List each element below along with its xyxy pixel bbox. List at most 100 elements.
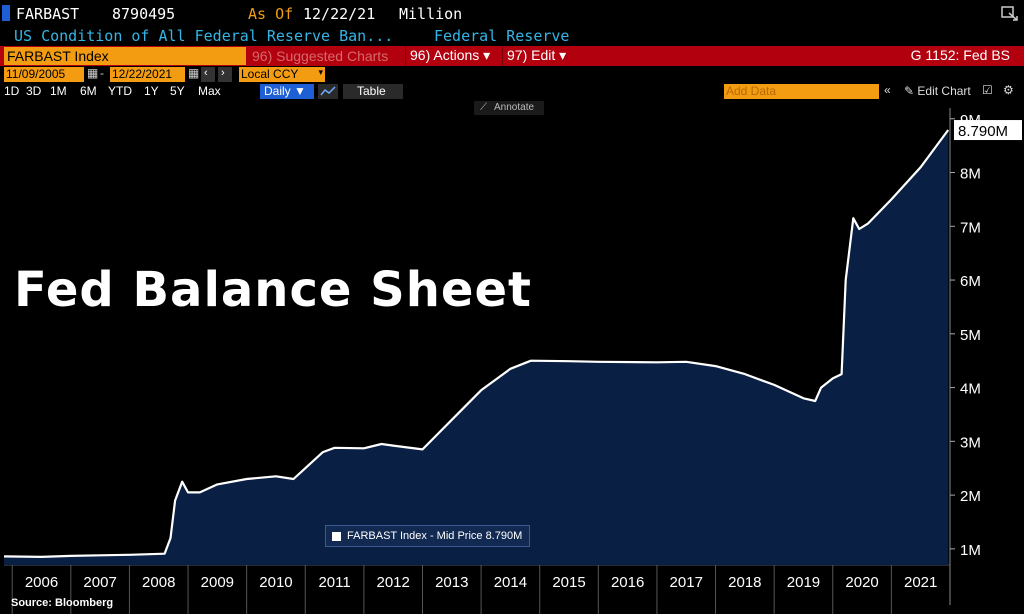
x-tick-label: 2011 xyxy=(318,574,350,591)
calendar-icon-2[interactable]: ▦ xyxy=(188,66,200,80)
x-tick-label: 2007 xyxy=(83,574,116,591)
security-field[interactable]: FARBAST Index xyxy=(4,47,246,65)
next-range-button[interactable]: › xyxy=(218,67,232,82)
period-button-1d[interactable]: 1D xyxy=(4,84,20,98)
chevron-right-icon: › xyxy=(221,67,225,79)
last-value-tag: 8.790M xyxy=(954,120,1022,141)
frequency-text: Daily ▼ xyxy=(264,84,306,98)
calendar-icon[interactable]: ▦ xyxy=(87,66,99,80)
period-button-max[interactable]: Max xyxy=(198,84,221,98)
as-of-label: As Of xyxy=(248,5,294,23)
checkbox-icon[interactable]: ☑ xyxy=(982,83,993,97)
start-date-input[interactable]: 11/09/2005 xyxy=(4,67,84,82)
ticker: FARBAST xyxy=(16,5,80,23)
y-tick-label: 5M xyxy=(960,327,981,344)
y-tick-label: 7M xyxy=(960,219,981,236)
actions-label: 96) Actions ▾ xyxy=(410,47,491,63)
x-tick-label: 2015 xyxy=(552,574,585,591)
source-name: Federal Reserve xyxy=(434,27,570,45)
annotate-button[interactable]: ⟋ Annotate xyxy=(474,101,544,115)
y-tick-label: 4M xyxy=(960,381,981,398)
ticker-value: 8790495 xyxy=(112,5,176,23)
period-button-5y[interactable]: 5Y xyxy=(170,84,185,98)
x-tick-label: 2016 xyxy=(611,574,644,591)
security-description: US Condition of All Federal Reserve Ban.… xyxy=(14,27,394,45)
series-line xyxy=(3,129,950,558)
pencil-icon: ✎ xyxy=(904,84,915,98)
prev-range-button[interactable]: ‹ xyxy=(201,67,215,82)
x-tick-label: 2019 xyxy=(787,574,820,591)
x-tick-label: 2010 xyxy=(259,574,292,591)
x-tick-label: 2021 xyxy=(904,574,937,591)
collapse-icon[interactable]: « xyxy=(884,83,891,97)
unit-label: Million xyxy=(399,5,463,23)
chart[interactable]: 1M2M3M4M5M6M7M8M9M8.790M 200620072008200… xyxy=(0,100,1024,614)
source-note: Source: Bloomberg xyxy=(11,597,114,609)
legend: FARBAST Index - Mid Price 8.790M xyxy=(325,525,530,547)
x-tick-label: 2013 xyxy=(435,574,468,591)
x-tick-label: 2012 xyxy=(376,574,409,591)
y-tick-label: 8M xyxy=(960,166,981,183)
x-axis: 2006 2007 2008 2009 2010 2011 2012 2013 2014 2015… xyxy=(11,565,937,614)
y-tick-label: 1M xyxy=(960,542,981,559)
period-button-1m[interactable]: 1M xyxy=(50,84,67,98)
date-range-row: 11/09/2005 ▦ - 12/22/2021 ▦ ‹ › Local CC… xyxy=(0,66,1024,83)
edit-menu[interactable]: 97) Edit ▾ xyxy=(502,46,576,66)
suggested-charts-button[interactable]: 96) Suggested Charts xyxy=(248,47,402,65)
legend-text: FARBAST Index - Mid Price 8.790M xyxy=(347,530,523,542)
popout-icon[interactable] xyxy=(1000,4,1020,22)
edit-chart-label: Edit Chart xyxy=(917,84,971,98)
period-button-1y[interactable]: 1Y xyxy=(144,84,159,98)
overlay-title: Fed Balance Sheet xyxy=(14,262,532,318)
period-row: 1D 3D 1M 6M YTD 1Y 5Y Max Daily ▼ Table Add Dat… xyxy=(0,83,1024,100)
y-tick-label: 3M xyxy=(960,434,981,451)
end-date-text: 12/22/2021 xyxy=(112,67,173,81)
start-date-text: 11/09/2005 xyxy=(6,67,66,81)
currency-text: Local CCY xyxy=(241,67,299,81)
ticker-marker xyxy=(2,5,10,21)
gear-icon[interactable]: ⚙ xyxy=(1003,83,1014,97)
chevron-left-icon: ‹ xyxy=(204,67,208,79)
edit-chart-button[interactable]: ✎ Edit Chart xyxy=(904,84,971,98)
period-button-3d[interactable]: 3D xyxy=(26,84,42,98)
table-label: Table xyxy=(357,84,386,98)
series-area xyxy=(4,130,949,565)
x-tick-label: 2020 xyxy=(845,574,878,591)
security-field-text: FARBAST Index xyxy=(7,48,109,64)
table-button[interactable]: Table xyxy=(343,84,403,99)
actions-menu[interactable]: 96) Actions ▾ xyxy=(405,46,501,66)
legend-swatch xyxy=(332,532,341,541)
period-button-ytd[interactable]: YTD xyxy=(108,84,132,98)
pencil-icon: ⟋ xyxy=(480,102,487,113)
period-button-6m[interactable]: 6M xyxy=(80,84,97,98)
last-value-box xyxy=(954,120,1022,141)
add-data-input[interactable]: Add Data xyxy=(724,84,879,99)
description-row: US Condition of All Federal Reserve Ban.… xyxy=(0,26,1024,46)
x-tick-label: 2017 xyxy=(670,574,703,591)
x-tick-label: 2014 xyxy=(494,574,527,591)
edit-label: 97) Edit ▾ xyxy=(507,47,567,63)
range-dash: - xyxy=(100,66,104,80)
line-chart-icon xyxy=(320,86,336,96)
suggested-charts-label: 96) Suggested Charts xyxy=(252,48,389,64)
x-tick-label: 2018 xyxy=(728,574,761,591)
x-tick-label: 2008 xyxy=(142,574,175,591)
annotate-label: Annotate xyxy=(494,102,535,113)
line-chart-type-button[interactable] xyxy=(318,84,338,99)
toolbar: FARBAST Index 96) Suggested Charts 96) A… xyxy=(0,46,1024,66)
add-data-placeholder: Add Data xyxy=(726,84,777,98)
chart-id: G 1152: Fed BS xyxy=(910,47,1010,63)
as-of-date: 12/22/21 xyxy=(303,5,376,23)
chevron-down-icon: ▾ xyxy=(318,67,323,77)
y-tick-label: 6M xyxy=(960,273,981,290)
x-tick-label: 2009 xyxy=(201,574,234,591)
x-tick-label: 2006 xyxy=(25,574,58,591)
plot-area xyxy=(3,108,951,605)
header-row: FARBAST 8790495 As Of 12/22/21 Million xyxy=(0,0,1024,26)
currency-select[interactable]: Local CCY ▾ xyxy=(239,67,325,82)
last-value-label: 8.790M xyxy=(958,123,1008,140)
y-tick-label: 2M xyxy=(960,488,981,505)
y-axis: 1M2M3M4M5M6M7M8M9M8.790M xyxy=(950,112,1022,559)
frequency-select[interactable]: Daily ▼ xyxy=(260,84,314,99)
end-date-input[interactable]: 12/22/2021 xyxy=(110,67,185,82)
